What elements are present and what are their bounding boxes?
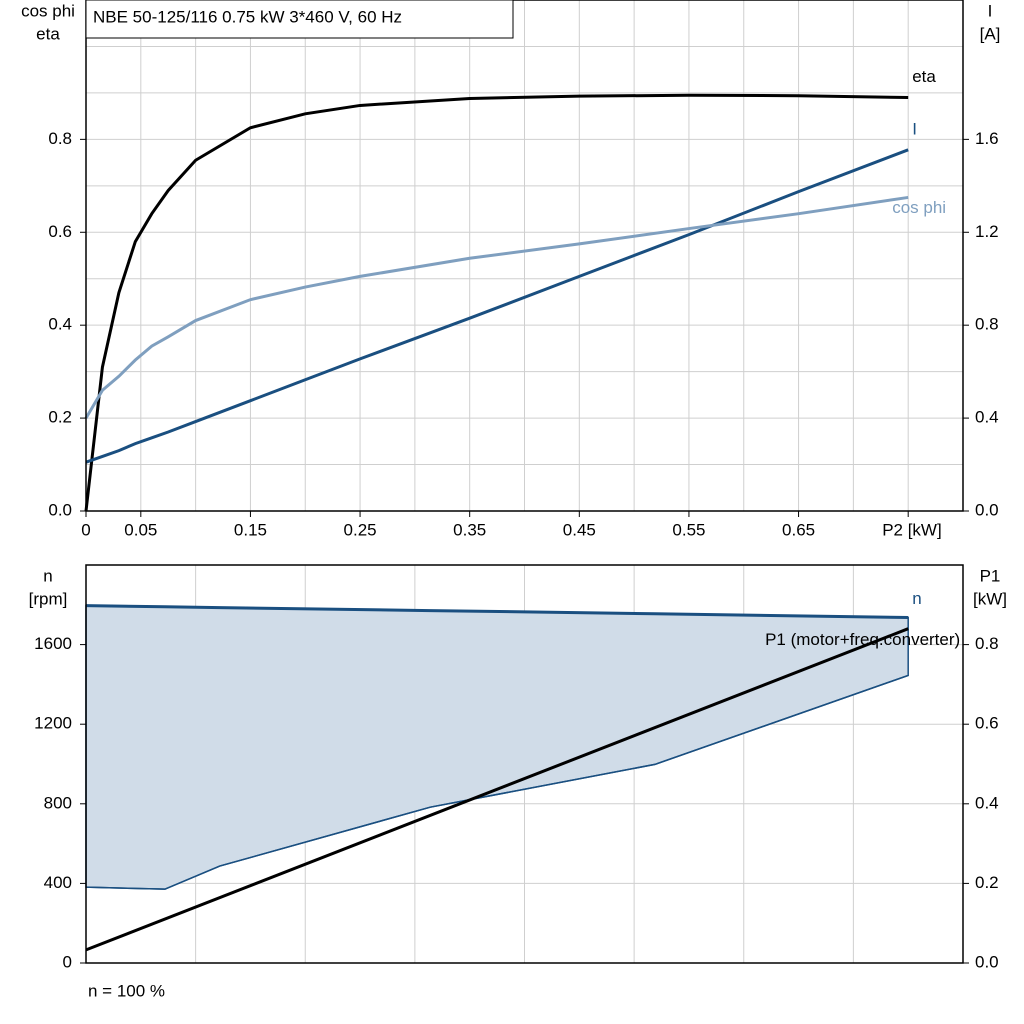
y-axis-label: eta: [36, 24, 60, 43]
y-tick-label: 0.0: [48, 500, 72, 519]
y-tick-label: 800: [44, 793, 72, 812]
x-tick-label: 0: [81, 520, 90, 539]
y2-tick-label: 1.6: [975, 129, 999, 148]
series-label: P1 (motor+freq.converter): [765, 630, 960, 649]
y2-tick-label: 1.2: [975, 222, 999, 241]
x-tick-label: 0.55: [672, 520, 705, 539]
y2-axis-label: P1: [980, 566, 1001, 585]
y2-tick-label: 0.6: [975, 714, 999, 733]
chart-title: NBE 50-125/116 0.75 kW 3*460 V, 60 Hz: [93, 7, 402, 26]
y-tick-label: 0.6: [48, 222, 72, 241]
series-label: eta: [912, 67, 936, 86]
x-tick-label: 0.65: [782, 520, 815, 539]
y2-tick-label: 0.0: [975, 500, 999, 519]
series-label: I: [912, 119, 917, 138]
y-tick-label: 1600: [34, 634, 72, 653]
y2-tick-label: 0.0: [975, 952, 999, 971]
y2-tick-label: 0.8: [975, 634, 999, 653]
plot-frame: [85, 0, 964, 512]
y-tick-label: 400: [44, 873, 72, 892]
x-tick-label: P2 [kW]: [882, 520, 942, 539]
y-tick-label: 1200: [34, 714, 72, 733]
y2-tick-label: 0.4: [975, 408, 999, 427]
series-label: cos phi: [892, 198, 946, 217]
y2-tick-label: 0.4: [975, 793, 999, 812]
y2-tick-label: 0.8: [975, 315, 999, 334]
y-axis-label: [rpm]: [29, 589, 68, 608]
title-box: [85, 0, 514, 39]
x-tick-label: 0.35: [453, 520, 486, 539]
y-axis-label: cos phi: [21, 1, 75, 20]
y2-axis-label: [kW]: [973, 589, 1007, 608]
y2-tick-label: 0.2: [975, 873, 999, 892]
series-line: [85, 627, 909, 952]
series-line: [85, 148, 909, 464]
x-tick-label: 0.05: [124, 520, 157, 539]
x-tick-label: 0.15: [234, 520, 267, 539]
y-tick-label: 0.8: [48, 129, 72, 148]
series-line: [85, 604, 909, 620]
series-line: [84, 195, 909, 419]
series-line: [84, 93, 909, 512]
lower-line: [85, 674, 909, 890]
y-axis-label: n: [43, 566, 52, 585]
series-label: n: [912, 589, 921, 608]
y2-axis-label: [A]: [980, 24, 1001, 43]
plot-frame: [85, 564, 964, 964]
y2-axis-label: I: [988, 1, 993, 20]
y-tick-label: 0: [63, 952, 72, 971]
footnote: n = 100 %: [88, 981, 165, 1000]
x-tick-label: 0.45: [563, 520, 596, 539]
x-tick-label: 0.25: [344, 520, 377, 539]
y-tick-label: 0.4: [48, 315, 72, 334]
y-tick-label: 0.2: [48, 408, 72, 427]
